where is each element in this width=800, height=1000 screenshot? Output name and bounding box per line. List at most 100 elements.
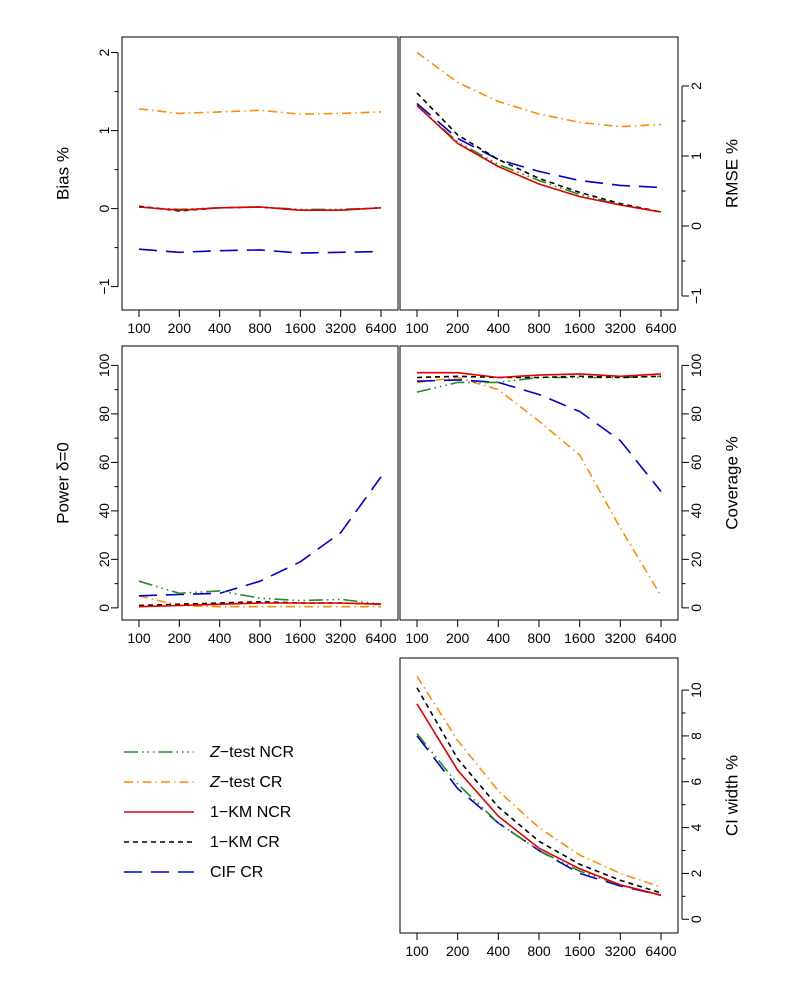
rmse-y-tick-label: −1 bbox=[688, 288, 704, 304]
rmse-x-tick-label: 100 bbox=[405, 320, 429, 336]
power-y-tick-label: 100 bbox=[96, 354, 112, 378]
coverage-x-tick-label: 6400 bbox=[645, 630, 676, 646]
rmse-series-group bbox=[416, 51, 662, 213]
coverage-series-ztest-ncr bbox=[416, 375, 662, 393]
coverage-y-tick-label: 20 bbox=[688, 551, 704, 567]
power-x-tick-label: 3200 bbox=[325, 630, 356, 646]
rmse-y-tick-label: 0 bbox=[688, 222, 704, 230]
ciwidth-series-ztest-cr bbox=[416, 675, 662, 888]
bias-x-tick-label: 200 bbox=[168, 320, 192, 336]
coverage-y-tick-label: 60 bbox=[688, 454, 704, 470]
rmse-series-ztest-cr bbox=[416, 51, 662, 128]
bias-x-tick-label: 800 bbox=[248, 320, 272, 336]
power-y-axis: 0 20 40 60 80 100 bbox=[96, 354, 119, 612]
power-panel: 100 200 400 800 1600 3200 6400 0 20 40 60 80 100 Powe… bbox=[54, 345, 399, 646]
rmse-x-tick-label: 1600 bbox=[564, 320, 595, 336]
power-x-tick-label: 1600 bbox=[285, 630, 316, 646]
coverage-y-tick-label: 0 bbox=[688, 604, 704, 612]
bias-x-tick-label: 1600 bbox=[285, 320, 316, 336]
ciwidth-x-tick-label: 3200 bbox=[605, 943, 636, 959]
bias-x-tick-label: 400 bbox=[208, 320, 232, 336]
ciwidth-series-cif-cr bbox=[416, 735, 662, 896]
ciwidth-series-km-cr bbox=[416, 687, 662, 894]
coverage-y-tick-label: 40 bbox=[688, 503, 704, 519]
bias-x-tick-label: 3200 bbox=[325, 320, 356, 336]
legend-label-text: CIF CR bbox=[210, 864, 263, 881]
ciwidth-y-axis: 0 2 4 6 8 10 bbox=[681, 682, 704, 923]
coverage-x-tick-label: 200 bbox=[446, 630, 470, 646]
rmse-series-cif-cr bbox=[416, 102, 662, 189]
rmse-series-ztest-ncr bbox=[416, 105, 662, 213]
coverage-frame bbox=[399, 345, 679, 621]
coverage-y-tick-label: 100 bbox=[688, 354, 704, 378]
ciwidth-y-label: CI width % bbox=[723, 755, 742, 836]
legend-label-text: −test CR bbox=[220, 774, 283, 791]
legend-label: Z−test CR bbox=[209, 774, 282, 791]
power-series-ztest-ncr bbox=[138, 580, 382, 605]
rmse-series-km-ncr bbox=[416, 105, 662, 213]
ciwidth-x-tick-label: 6400 bbox=[645, 943, 676, 959]
power-x-tick-label: 100 bbox=[127, 630, 151, 646]
coverage-x-axis: 100 200 400 800 1600 3200 6400 bbox=[405, 620, 677, 646]
ciwidth-series-group bbox=[416, 675, 662, 896]
legend-item-km-cr: 1−KM CR bbox=[124, 834, 280, 851]
power-y-tick-label: 80 bbox=[96, 406, 112, 422]
coverage-x-tick-label: 800 bbox=[527, 630, 551, 646]
bias-y-tick-label: −1 bbox=[96, 278, 112, 294]
ciwidth-x-tick-label: 100 bbox=[405, 943, 429, 959]
power-x-tick-label: 800 bbox=[248, 630, 272, 646]
legend-label-text: 1−KM NCR bbox=[210, 804, 291, 821]
rmse-y-label: RMSE % bbox=[723, 139, 742, 208]
legend-label: 1−KM CR bbox=[210, 834, 280, 851]
power-series-group bbox=[138, 476, 382, 608]
power-y-tick-label: 0 bbox=[96, 604, 112, 612]
ciwidth-x-tick-label: 800 bbox=[527, 943, 551, 959]
coverage-series-ztest-cr bbox=[416, 376, 662, 597]
bias-series-km-ncr bbox=[138, 206, 382, 211]
rmse-x-tick-label: 800 bbox=[527, 320, 551, 336]
legend-label: CIF CR bbox=[210, 864, 263, 881]
legend-item-km-ncr: 1−KM NCR bbox=[124, 804, 291, 821]
bias-y-axis: −1 0 1 2 bbox=[96, 48, 119, 295]
ciwidth-series-ztest-ncr bbox=[416, 733, 662, 896]
power-y-tick-label: 40 bbox=[96, 503, 112, 519]
power-x-tick-label: 400 bbox=[208, 630, 232, 646]
bias-frame bbox=[121, 36, 399, 311]
coverage-x-tick-label: 400 bbox=[487, 630, 511, 646]
ciwidth-series-km-ncr bbox=[416, 703, 662, 896]
coverage-x-tick-label: 1600 bbox=[564, 630, 595, 646]
legend-item-cif-cr: CIF CR bbox=[124, 864, 263, 881]
bias-x-tick-label: 100 bbox=[127, 320, 151, 336]
rmse-frame bbox=[399, 36, 679, 311]
rmse-y-axis: −1 0 1 2 bbox=[681, 82, 704, 304]
legend-label-text: 1−KM CR bbox=[210, 834, 280, 851]
ciwidth-y-tick-label: 0 bbox=[688, 915, 704, 923]
legend-label-text: −test NCR bbox=[220, 744, 294, 761]
bias-x-tick-label: 6400 bbox=[365, 320, 396, 336]
legend-label: 1−KM NCR bbox=[210, 804, 291, 821]
ciwidth-panel: 100 200 400 800 1600 3200 6400 0 2 4 6 8 10 CI width … bbox=[399, 657, 742, 959]
bias-series-group bbox=[138, 108, 382, 254]
ciwidth-frame bbox=[399, 657, 679, 934]
ciwidth-x-axis: 100 200 400 800 1600 3200 6400 bbox=[405, 933, 677, 959]
legend: Z−test NCR Z−test CR 1−KM NCR 1−KM CR CIF CR bbox=[124, 744, 294, 881]
rmse-x-axis: 100 200 400 800 1600 3200 6400 bbox=[405, 310, 677, 336]
bias-y-tick-label: 2 bbox=[96, 48, 112, 56]
coverage-x-tick-label: 100 bbox=[405, 630, 429, 646]
rmse-y-tick-label: 1 bbox=[688, 152, 704, 160]
ciwidth-y-tick-label: 6 bbox=[688, 778, 704, 786]
bias-y-label: Bias % bbox=[54, 147, 73, 200]
ciwidth-y-tick-label: 4 bbox=[688, 823, 704, 831]
coverage-y-label: Coverage % bbox=[723, 436, 742, 530]
rmse-series-km-cr bbox=[416, 92, 662, 213]
power-x-axis: 100 200 400 800 1600 3200 6400 bbox=[127, 620, 397, 646]
bias-series-ztest-cr bbox=[138, 108, 382, 115]
rmse-x-tick-label: 400 bbox=[487, 320, 511, 336]
power-x-tick-label: 200 bbox=[168, 630, 192, 646]
power-x-tick-label: 6400 bbox=[365, 630, 396, 646]
legend-item-ztest-ncr: Z−test NCR bbox=[124, 744, 294, 761]
ciwidth-x-tick-label: 1600 bbox=[564, 943, 595, 959]
coverage-x-tick-label: 3200 bbox=[605, 630, 636, 646]
